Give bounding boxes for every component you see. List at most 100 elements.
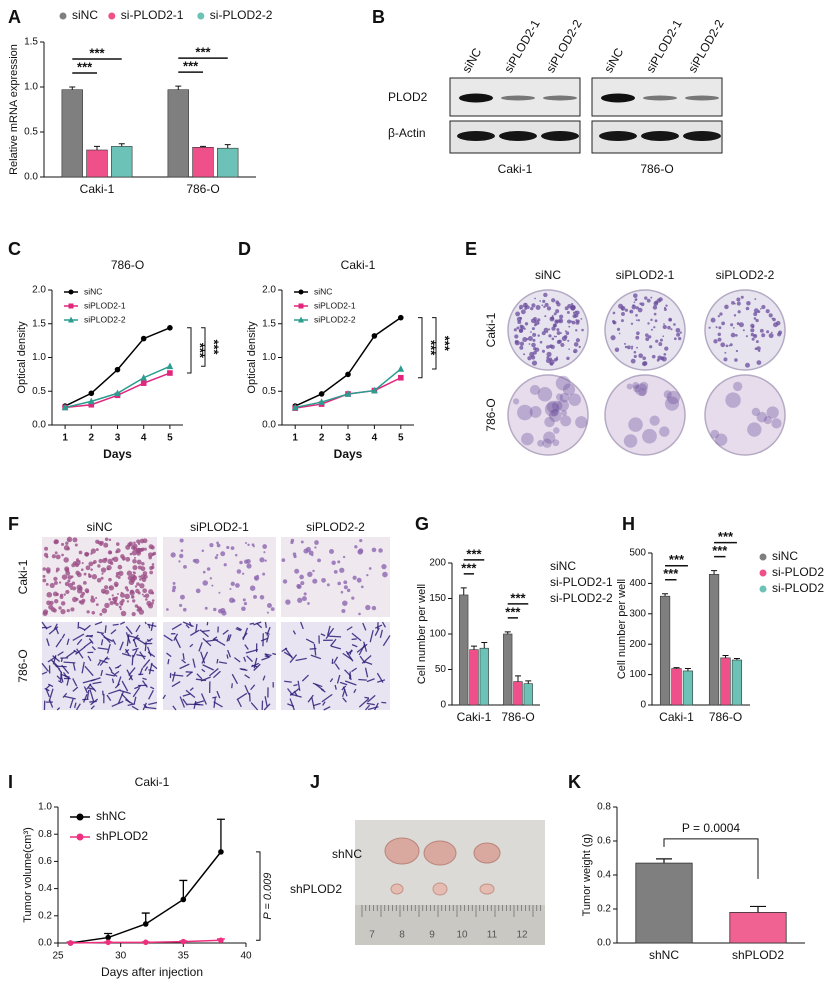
cell	[262, 572, 266, 576]
y-tick-label: 0	[640, 700, 646, 711]
cell	[48, 688, 54, 702]
row-label: 786-O	[484, 398, 498, 431]
colony	[539, 300, 542, 302]
point	[371, 386, 378, 394]
panel-label: B	[372, 7, 385, 27]
y-tick-label: 0.8	[38, 829, 52, 840]
lane-label: siPLOD2-1	[643, 17, 685, 75]
legend-label: siPLOD2-2	[314, 314, 356, 324]
cell	[367, 694, 376, 703]
cell	[263, 551, 266, 554]
colony	[719, 312, 723, 316]
cell	[132, 565, 138, 571]
cell	[129, 552, 133, 556]
colony	[535, 305, 541, 310]
point	[142, 921, 149, 927]
cell	[182, 698, 188, 706]
point	[114, 366, 121, 373]
cell	[91, 574, 98, 580]
cell	[341, 608, 346, 614]
cell	[146, 646, 152, 657]
cell	[116, 593, 119, 596]
cell	[131, 545, 136, 550]
cell	[312, 569, 315, 573]
colony	[532, 332, 537, 337]
legend-label: siNC	[772, 549, 798, 563]
cell	[112, 639, 117, 645]
colony	[636, 331, 640, 336]
cell	[148, 701, 158, 706]
colony	[574, 310, 578, 313]
point	[88, 397, 95, 405]
cell	[80, 568, 84, 572]
colony	[633, 350, 637, 354]
colony	[541, 349, 546, 353]
cell	[59, 595, 64, 599]
cell	[303, 592, 307, 596]
legend-marker	[68, 316, 74, 323]
cell	[242, 598, 246, 602]
colony	[611, 319, 616, 324]
cell	[248, 692, 251, 702]
cell	[376, 672, 384, 683]
band	[501, 95, 535, 101]
colony	[546, 306, 552, 311]
cell	[149, 566, 154, 571]
cell	[124, 586, 129, 590]
colony	[768, 333, 774, 339]
cell	[189, 687, 194, 692]
cell	[364, 696, 370, 699]
colony	[635, 314, 638, 317]
bar	[459, 594, 469, 706]
cell	[60, 608, 66, 615]
cell	[295, 657, 307, 662]
cell	[321, 577, 326, 583]
colony	[562, 383, 576, 396]
colony	[734, 358, 738, 362]
bar	[671, 668, 682, 706]
cell	[147, 623, 151, 629]
cell	[100, 567, 107, 573]
colony	[565, 331, 570, 335]
cell	[129, 590, 135, 596]
colony	[524, 322, 529, 326]
colony	[640, 302, 645, 307]
bar	[635, 862, 693, 944]
cell	[301, 596, 307, 602]
cell	[97, 564, 101, 568]
row-label: Caki-1	[484, 312, 498, 347]
cell	[140, 548, 145, 552]
cell	[218, 591, 221, 594]
colony	[533, 317, 537, 321]
legend-label: si-PLOD2-2	[210, 8, 273, 22]
cell	[133, 541, 136, 545]
cell	[84, 588, 90, 593]
cell	[90, 568, 93, 571]
cell	[259, 557, 265, 563]
colony	[677, 336, 682, 341]
colony	[551, 298, 556, 303]
cell	[239, 667, 246, 671]
cell	[124, 648, 130, 656]
colony	[519, 341, 525, 347]
cell	[300, 621, 304, 630]
cell	[135, 588, 140, 594]
colony	[574, 313, 579, 318]
colony	[730, 323, 734, 327]
colony	[645, 333, 649, 338]
cell	[261, 656, 269, 661]
colony	[642, 356, 646, 360]
annotation: ***	[438, 336, 453, 352]
cell	[133, 696, 137, 705]
cell	[116, 548, 121, 553]
legend-label: siNC	[72, 8, 98, 22]
colony	[710, 317, 716, 323]
colony	[575, 338, 580, 343]
cell	[144, 666, 149, 672]
cell	[194, 703, 204, 706]
colony	[531, 327, 535, 331]
cell	[88, 561, 94, 567]
cell	[179, 538, 184, 543]
colony	[521, 432, 534, 446]
cell	[246, 563, 252, 569]
